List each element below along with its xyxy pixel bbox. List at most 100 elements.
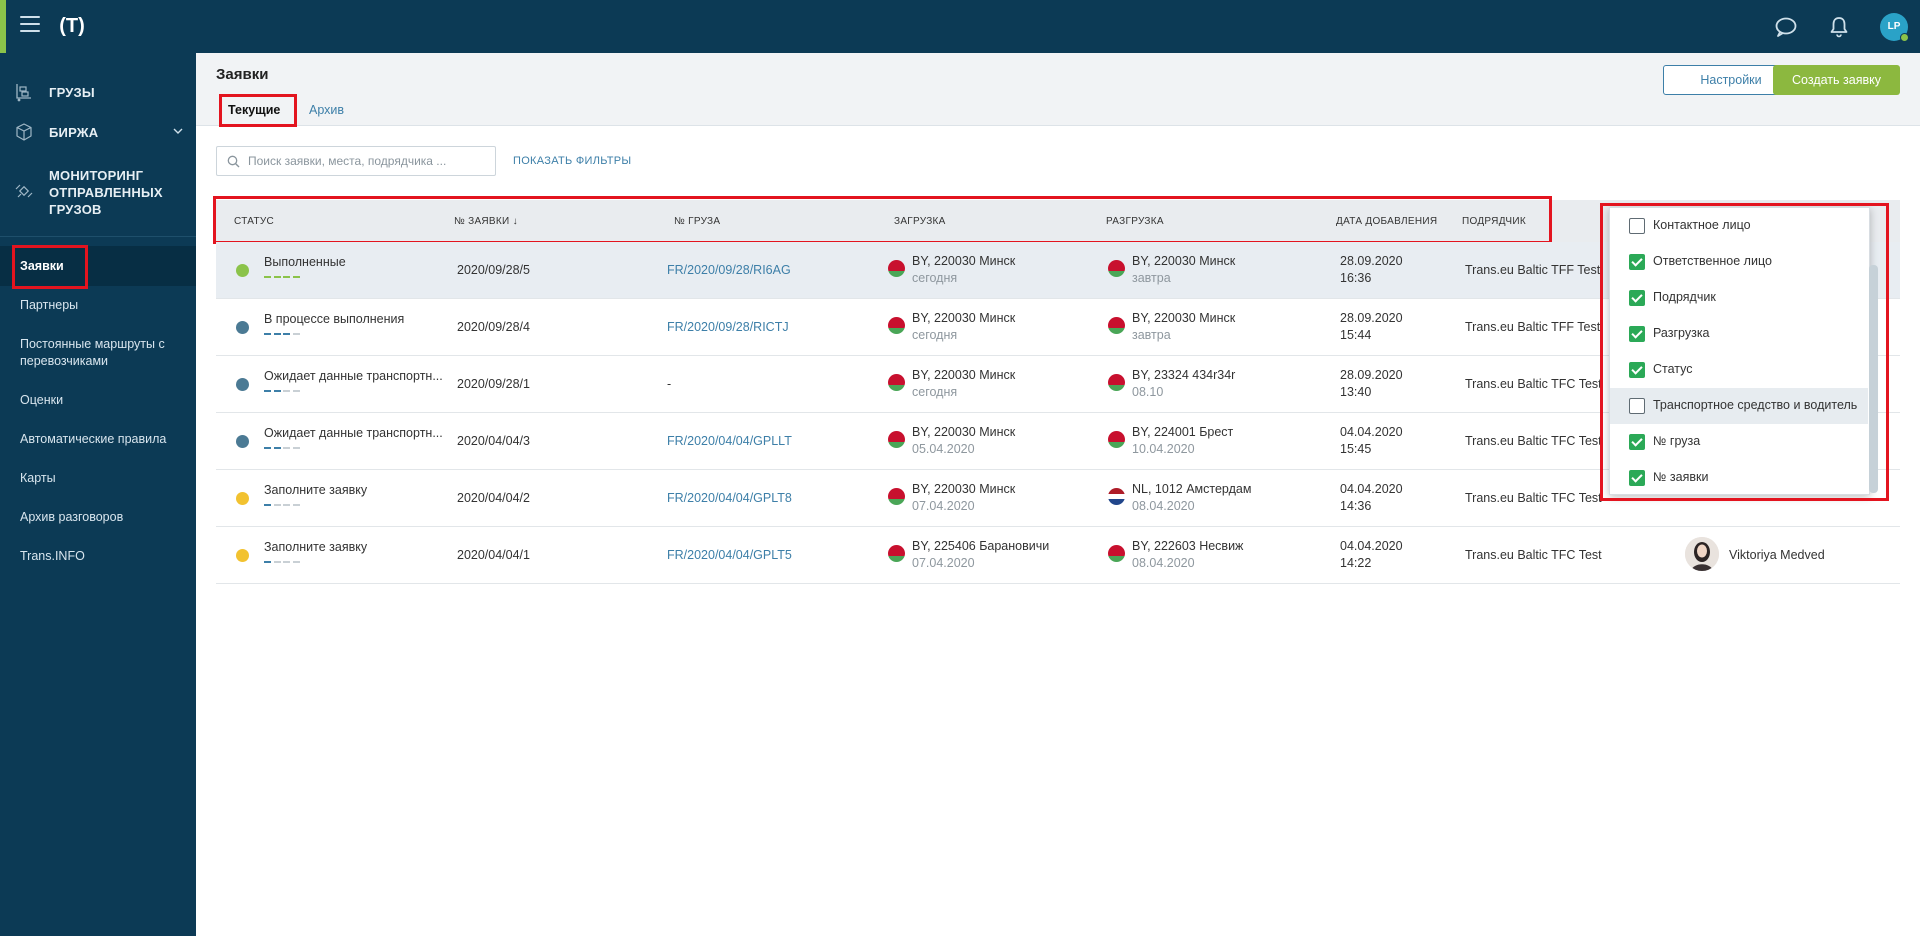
flag-by-icon [888,260,905,277]
column-option-vehicle-driver[interactable]: Транспортное средство и водитель [1610,388,1868,424]
satellite-icon [15,184,33,198]
added-date: 04.04.2020 [1340,425,1403,439]
option-label: Разгрузка [1653,326,1710,340]
contractor-name: Trans.eu Baltic TFF Test [1465,263,1601,277]
flag-by-icon [1108,431,1125,448]
sidebar-main-cargo[interactable]: ГРУЗЫ [0,82,196,104]
column-order-number[interactable]: № ЗАЯВКИ ↓ [454,216,518,227]
column-option-responsible[interactable]: Ответственное лицо [1610,244,1868,280]
unloading-date: завтра [1132,328,1171,342]
loading-date: 07.04.2020 [912,556,975,570]
column-option-unloading[interactable]: Разгрузка [1610,316,1868,352]
table-row[interactable]: Заполните заявку 2020/04/04/1 FR/2020/04… [216,527,1900,584]
column-loading[interactable]: ЗАГРУЗКА [894,216,946,227]
status-text: Выполненные [264,255,346,269]
panel-scrollbar[interactable] [1869,265,1878,493]
column-option-cargo-number[interactable]: № груза [1610,424,1868,460]
added-date: 04.04.2020 [1340,482,1403,496]
order-number: 2020/04/04/3 [457,434,530,448]
column-option-order-number[interactable]: № заявки [1610,460,1868,496]
loading-date: 07.04.2020 [912,499,975,513]
status-clock-icon [236,435,249,448]
page-header [196,53,1920,126]
sidebar-active-bg [0,246,196,286]
user-avatar[interactable]: LP [1880,13,1909,42]
column-option-status[interactable]: Статус [1610,352,1868,388]
checkbox[interactable] [1629,362,1645,378]
unloading-place: NL, 1012 Амстердам [1132,482,1252,496]
sidebar-item-rules[interactable]: Автоматические правила [20,432,167,446]
unloading-place: BY, 23324 434r34r [1132,368,1236,382]
accent-strip [0,0,6,53]
added-time: 14:22 [1340,556,1372,570]
flag-by-icon [888,431,905,448]
person-avatar [1685,537,1719,571]
bell-icon[interactable] [1826,14,1852,40]
cargo-number-link[interactable]: FR/2020/09/28/RICTJ [667,320,789,334]
added-time: 15:45 [1340,442,1372,456]
column-option-contact[interactable]: Контактное лицо [1610,208,1868,244]
tab-current[interactable]: Текущие [228,103,281,117]
cargo-number-link[interactable]: FR/2020/04/04/GPLLT [667,434,792,448]
sidebar-item-orders[interactable]: Заявки [20,259,64,273]
create-order-button[interactable]: Создать заявку [1773,65,1900,95]
sidebar-main-exchange[interactable]: БИРЖА [0,122,196,144]
added-time: 14:36 [1340,499,1372,513]
loading-place: BY, 220030 Минск [912,254,1016,268]
show-filters-link[interactable]: ПОКАЗАТЬ ФИЛЬТРЫ [513,155,632,167]
sidebar-main-monitoring[interactable]: МОНИТОРИНГ ОТПРАВЛЕННЫХ ГРУЗОВ [0,165,196,221]
checkbox[interactable] [1629,254,1645,270]
highlight-box-header [213,196,1552,244]
flag-by-icon [888,317,905,334]
column-unloading[interactable]: РАЗГРУЗКА [1106,216,1164,227]
cargo-number-link[interactable]: FR/2020/04/04/GPLT5 [667,548,792,562]
cargo-number-link[interactable]: FR/2020/09/28/RI6AG [667,263,791,277]
order-number: 2020/09/28/1 [457,377,530,391]
loading-date: сегодня [912,271,958,285]
added-time: 13:40 [1340,385,1372,399]
unloading-date: 08.10 [1132,385,1164,399]
unloading-date: завтра [1132,271,1171,285]
status-text: Ожидает данные транспортн... [264,369,443,383]
sidebar-item-maps[interactable]: Карты [20,471,56,485]
contractor-name: Trans.eu Baltic TFC Test [1465,434,1602,448]
cargo-number-link[interactable]: FR/2020/04/04/GPLT8 [667,491,792,505]
column-status[interactable]: СТАТУС [234,216,275,227]
column-contractor[interactable]: ПОДРЯДЧИК [1462,216,1526,227]
search-icon [227,155,240,168]
menu-icon[interactable] [20,16,40,34]
status-text: В процессе выполнения [264,312,405,326]
chevron-down-icon[interactable] [172,125,184,137]
logo[interactable]: (T) [59,15,85,37]
added-time: 16:36 [1340,271,1372,285]
sidebar-item-partners[interactable]: Партнеры [20,298,79,312]
checkbox[interactable] [1629,218,1645,234]
checkbox[interactable] [1629,434,1645,450]
column-cargo-number[interactable]: № ГРУЗА [674,216,721,227]
status-progress-dashes [264,504,304,507]
sidebar-divider [0,236,196,237]
tab-archive[interactable]: Архив [309,103,345,117]
search-input[interactable] [248,152,488,170]
chat-icon[interactable] [1773,14,1799,40]
unloading-place: BY, 220030 Минск [1132,254,1236,268]
checkbox[interactable] [1629,398,1645,414]
column-date-added[interactable]: ДАТА ДОБАВЛЕНИЯ [1336,216,1438,227]
loading-place: BY, 220030 Минск [912,311,1016,325]
sidebar-item-chat-archive[interactable]: Архив разговоров [20,510,124,524]
status-progress-dashes [264,333,304,336]
checkbox[interactable] [1629,290,1645,306]
checkbox[interactable] [1629,470,1645,486]
sidebar-item-routes[interactable]: Постоянные маршруты с перевозчиками [20,337,165,368]
checkbox[interactable] [1629,326,1645,342]
unloading-date: 08.04.2020 [1132,499,1195,513]
unloading-date: 10.04.2020 [1132,442,1195,456]
sidebar-item-transinfo[interactable]: Trans.INFO [20,549,85,563]
loading-place: BY, 220030 Минск [912,482,1016,496]
unloading-place: BY, 220030 Минск [1132,311,1236,325]
option-label: Контактное лицо [1653,218,1751,232]
flag-by-icon [1108,374,1125,391]
status-clock-icon [236,321,249,334]
column-option-contractor[interactable]: Подрядчик [1610,280,1868,316]
sidebar-item-ratings[interactable]: Оценки [20,393,64,407]
